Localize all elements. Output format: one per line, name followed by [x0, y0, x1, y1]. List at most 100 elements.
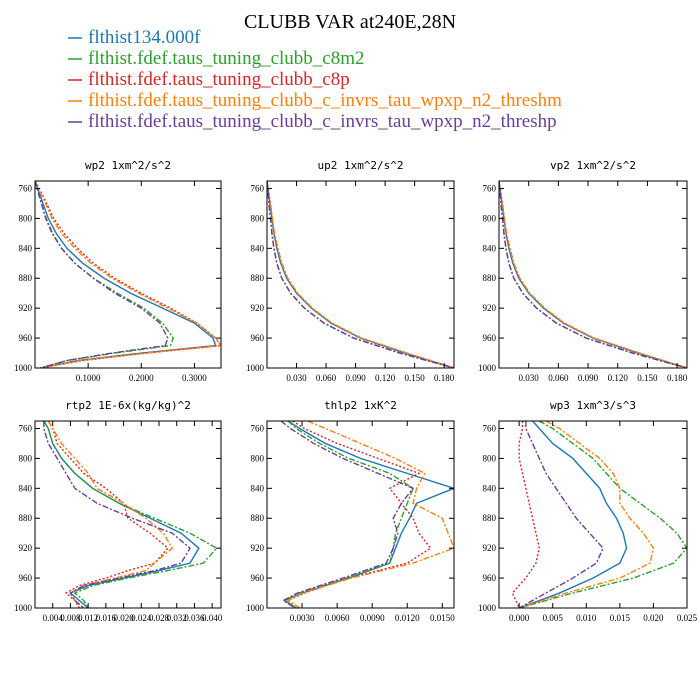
legend-label: flthist134.000f	[88, 27, 201, 48]
panel-title: rtp2 1E-6x(kg/kg)^2	[65, 399, 191, 412]
x-tick-label: 0.090	[578, 373, 599, 383]
y-tick-label: 920	[483, 303, 497, 313]
series-line	[267, 181, 454, 368]
series-line	[511, 421, 541, 608]
x-tick-label: 0.025	[677, 613, 698, 623]
series-line	[499, 181, 687, 368]
series-line	[43, 421, 191, 608]
x-tick-label: 0.060	[548, 373, 569, 383]
y-tick-label: 960	[251, 573, 265, 583]
y-tick-label: 960	[251, 333, 265, 343]
x-tick-label: 0.028	[149, 613, 170, 623]
panel-title: up2 1xm^2/s^2	[317, 159, 403, 172]
y-tick-label: 800	[483, 213, 497, 223]
y-tick-label: 1000	[14, 363, 33, 373]
x-tick-label: 0.024	[131, 613, 152, 623]
plot-frame	[498, 180, 688, 369]
x-tick-label: 0.090	[345, 373, 366, 383]
legend-label: flthist.fdef.taus_tuning_clubb_c8m2	[88, 48, 365, 69]
x-tick-label: 0.016	[96, 613, 117, 623]
series-line	[283, 421, 454, 608]
y-tick-label: 960	[19, 333, 33, 343]
x-tick-label: 0.015	[610, 613, 631, 623]
figure-title: CLUBB VAR at240E,28N	[244, 11, 456, 33]
legend-entry: flthist.fdef.taus_tuning_clubb_c_invrs_t…	[68, 111, 557, 132]
x-tick-label: 0.0120	[395, 613, 420, 623]
y-tick-label: 840	[483, 243, 497, 253]
series-line	[35, 181, 221, 368]
series-line	[35, 181, 217, 368]
panel: wp3 1xm^3/s^3 760 800 840 880 920 960 1000 0.000…	[478, 399, 698, 623]
y-tick-label: 800	[19, 213, 33, 223]
y-tick-label: 920	[251, 543, 265, 553]
y-tick-label: 880	[483, 273, 497, 283]
y-tick-label: 760	[483, 423, 497, 433]
x-tick-label: 0.005	[543, 613, 564, 623]
panel: vp2 1xm^2/s^2 760 800 840 880 920 960 1000 0.030…	[478, 159, 688, 383]
panel: up2 1xm^2/s^2 760 800 840 880 920 960 1000 0.030…	[246, 159, 455, 383]
x-tick-label: 0.0090	[360, 613, 385, 623]
x-tick-label: 0.040	[202, 613, 223, 623]
y-tick-label: 920	[483, 543, 497, 553]
series-line	[518, 421, 628, 608]
y-tick-label: 840	[251, 243, 265, 253]
x-tick-label: 0.0150	[430, 613, 455, 623]
series-line	[267, 181, 454, 368]
legend-label: flthist.fdef.taus_tuning_clubb_c_invrs_t…	[88, 90, 562, 111]
y-tick-label: 1000	[14, 603, 33, 613]
y-tick-label: 800	[483, 453, 497, 463]
x-tick-label: 0.020	[113, 613, 134, 623]
x-tick-label: 0.150	[405, 373, 426, 383]
x-tick-label: 0.180	[667, 373, 688, 383]
plot-frame	[266, 420, 455, 609]
panels: wp2 1xm^2/s^2 760 800 840 880 920 960 1000 0.100…	[14, 159, 698, 623]
y-tick-label: 800	[251, 453, 265, 463]
y-tick-label: 760	[251, 183, 265, 193]
y-tick-label: 840	[483, 483, 497, 493]
legend-label: flthist.fdef.taus_tuning_clubb_c_invrs_t…	[88, 111, 557, 132]
panel-title: vp2 1xm^2/s^2	[550, 159, 636, 172]
y-tick-label: 760	[19, 423, 33, 433]
series-line	[499, 181, 687, 368]
series-line	[286, 421, 432, 608]
plot-frame	[34, 420, 222, 609]
x-tick-label: 0.020	[643, 613, 664, 623]
y-tick-label: 840	[251, 483, 265, 493]
panel: thlp2 1xK^2 760 800 840 880 920 960 1000 0.0030 0…	[246, 399, 455, 623]
series-line	[518, 421, 687, 608]
x-tick-label: 0.1000	[76, 373, 101, 383]
series-line	[47, 421, 169, 608]
y-tick-label: 960	[483, 333, 497, 343]
x-tick-label: 0.150	[637, 373, 658, 383]
x-tick-label: 0.120	[375, 373, 396, 383]
series-line	[283, 421, 414, 608]
x-tick-label: 0.3000	[182, 373, 207, 383]
y-tick-label: 840	[19, 483, 33, 493]
legend-entry: flthist.fdef.taus_tuning_clubb_c8p	[68, 69, 350, 90]
y-tick-label: 760	[19, 183, 33, 193]
y-tick-label: 800	[251, 213, 265, 223]
panel-title: wp2 1xm^2/s^2	[85, 159, 171, 172]
series-line	[43, 421, 200, 608]
y-tick-label: 920	[19, 543, 33, 553]
x-tick-label: 0.2000	[129, 373, 154, 383]
y-tick-label: 800	[19, 453, 33, 463]
series-line	[35, 181, 221, 368]
x-tick-label: 0.0060	[325, 613, 350, 623]
plot-frame	[34, 180, 222, 369]
x-tick-label: 0.012	[78, 613, 98, 623]
panel: wp2 1xm^2/s^2 760 800 840 880 920 960 1000 0.100…	[14, 159, 222, 383]
panel: rtp2 1E-6x(kg/kg)^2 760 800 840 880 920 960 100…	[14, 399, 223, 623]
series-line	[35, 181, 174, 368]
y-tick-label: 880	[251, 513, 265, 523]
panel-title: thlp2 1xK^2	[324, 399, 397, 412]
series-line	[286, 421, 454, 608]
x-tick-label: 0.000	[509, 613, 530, 623]
series-line	[280, 421, 415, 608]
legend-entry: flthist.fdef.taus_tuning_clubb_c_invrs_t…	[68, 90, 562, 111]
y-tick-label: 1000	[246, 363, 265, 373]
y-tick-label: 760	[251, 423, 265, 433]
plot-frame	[498, 420, 688, 609]
series-line	[43, 421, 218, 608]
